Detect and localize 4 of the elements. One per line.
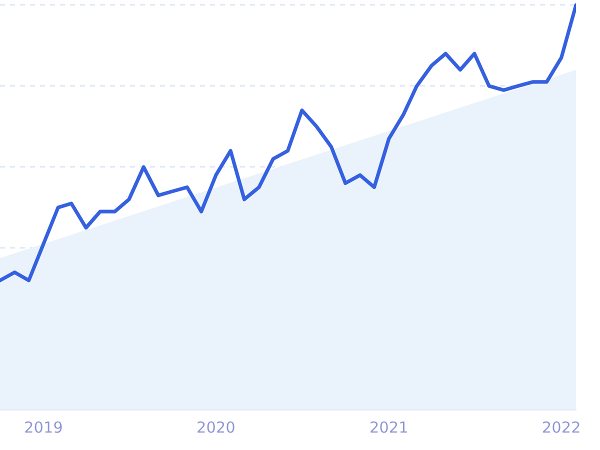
x-tick-label: 2021 bbox=[370, 421, 407, 433]
x-tick-label: 2020 bbox=[198, 421, 234, 433]
x-tick-label: 2019 bbox=[25, 421, 62, 433]
x-tick-label: 2022 bbox=[543, 421, 580, 433]
